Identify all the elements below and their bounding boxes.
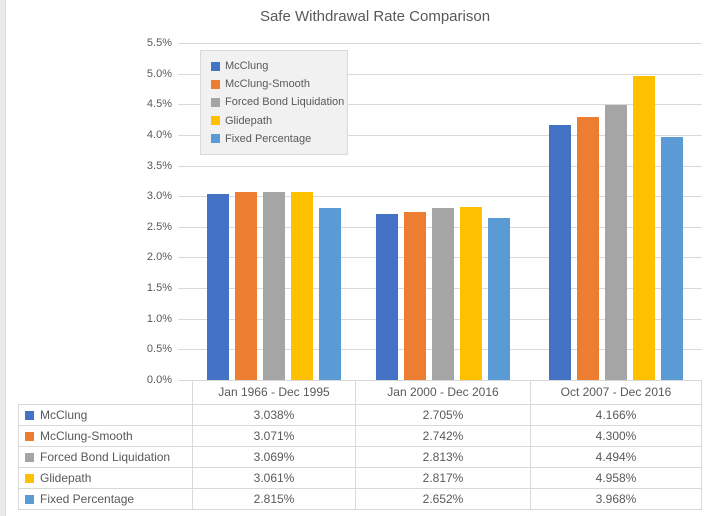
legend-item-mcclung-smooth[interactable]: McClung-Smooth xyxy=(211,78,345,90)
table-value-cell: 3.968% xyxy=(530,489,702,510)
gridline xyxy=(178,196,702,197)
table-row-label: Forced Bond Liquidation xyxy=(18,447,192,468)
chart-title: Safe Withdrawal Rate Comparison xyxy=(259,8,491,25)
bar-glidepath[interactable] xyxy=(290,192,313,380)
bar-fixed-percentage[interactable] xyxy=(487,218,510,380)
legend-item-fixed-percentage[interactable]: Fixed Percentage xyxy=(211,133,345,145)
bar-glidepath[interactable] xyxy=(459,207,482,380)
legend-item-mcclung[interactable]: McClung xyxy=(211,60,345,72)
bar-mcclung-smooth[interactable] xyxy=(577,117,599,380)
category-header-oct-2007-dec-2016: Oct 2007 - Dec 2016 xyxy=(530,380,702,405)
y-axis-tick-label: 4.5% xyxy=(146,98,172,111)
table-value-cell: 4.958% xyxy=(530,468,702,489)
bar-mcclung-smooth[interactable] xyxy=(403,212,426,380)
series-swatch-icon xyxy=(25,473,34,483)
y-axis-tick-label: 5.0% xyxy=(146,67,172,80)
bar-forced-bond-liquidation[interactable] xyxy=(262,192,285,380)
window-edge-strip xyxy=(0,0,6,516)
table-value-cell: 2.705% xyxy=(355,405,530,426)
table-value-cell: 2.652% xyxy=(355,489,530,510)
bar-group-jan-2000-dec-2016 xyxy=(355,43,530,380)
y-axis-tick-label: 1.0% xyxy=(146,312,172,325)
table-value-cell: 3.038% xyxy=(192,405,355,426)
data-table: Jan 1966 - Dec 1995 Jan 2000 - Dec 2016 Oc… xyxy=(18,380,702,510)
series-swatch-icon xyxy=(25,431,34,441)
gridline xyxy=(178,104,702,105)
table-value-cell: 2.742% xyxy=(355,426,530,447)
legend-label: Fixed Percentage xyxy=(225,132,312,145)
bar-forced-bond-liquidation[interactable] xyxy=(431,208,454,380)
bar-fixed-percentage[interactable] xyxy=(661,137,683,380)
table-value-cell: 2.813% xyxy=(355,447,530,468)
bar-group-oct-2007-dec-2016 xyxy=(530,43,702,380)
gridline xyxy=(178,135,702,136)
gridline xyxy=(178,74,702,75)
gridline xyxy=(178,166,702,167)
table-row-mcclung-smooth: McClung-Smooth 3.071% 2.742% 4.300% xyxy=(18,426,702,447)
legend-swatch-icon xyxy=(211,97,220,107)
bar-mcclung[interactable] xyxy=(206,194,229,380)
table-value-cell: 3.061% xyxy=(192,468,355,489)
legend-label: McClung-Smooth xyxy=(225,78,310,91)
legend[interactable]: McClung McClung-Smooth Forced Bond Liquida… xyxy=(200,50,348,155)
bar-mcclung[interactable] xyxy=(375,214,398,380)
series-name: Forced Bond Liquidation xyxy=(40,450,171,464)
table-value-cell: 4.166% xyxy=(530,405,702,426)
legend-swatch-icon xyxy=(211,79,220,89)
table-row-mcclung: McClung 3.038% 2.705% 4.166% xyxy=(18,405,702,426)
legend-label: McClung xyxy=(225,60,269,73)
bar-fixed-percentage[interactable] xyxy=(318,208,341,380)
series-name: Glidepath xyxy=(40,471,92,485)
bar-glidepath[interactable] xyxy=(633,76,655,380)
table-corner-cell xyxy=(18,380,192,405)
gridline xyxy=(178,380,702,381)
table-row-label: McClung xyxy=(18,405,192,426)
table-value-cell: 4.494% xyxy=(530,447,702,468)
plot-area xyxy=(178,43,702,381)
bar-group-jan-1966-dec-1995 xyxy=(192,43,355,380)
series-name: McClung xyxy=(40,408,88,422)
table-row-label: Glidepath xyxy=(18,468,192,489)
table-value-cell: 3.069% xyxy=(192,447,355,468)
legend-item-glidepath[interactable]: Glidepath xyxy=(211,115,345,127)
series-name: McClung-Smooth xyxy=(40,429,133,443)
legend-swatch-icon xyxy=(211,134,220,144)
legend-label: Forced Bond Liquidation xyxy=(225,96,345,109)
y-axis-tick-label: 3.5% xyxy=(146,159,172,172)
y-axis-tick-label: 2.5% xyxy=(146,220,172,233)
y-axis-tick-label: 2.0% xyxy=(146,251,172,264)
table-row-forced-bond-liquidation: Forced Bond Liquidation 3.069% 2.813% 4.494… xyxy=(18,447,702,468)
y-axis-tick-label: 0.5% xyxy=(146,343,172,356)
bar-forced-bond-liquidation[interactable] xyxy=(605,105,627,380)
y-axis-tick-label: 1.5% xyxy=(146,282,172,295)
y-axis-tick-label: 5.5% xyxy=(146,37,172,49)
y-axis-tick-label: 4.0% xyxy=(146,128,172,141)
table-value-cell: 2.815% xyxy=(192,489,355,510)
category-header-jan-2000-dec-2016: Jan 2000 - Dec 2016 xyxy=(355,380,530,405)
series-swatch-icon xyxy=(25,410,34,420)
legend-swatch-icon xyxy=(211,61,220,71)
table-value-cell: 3.071% xyxy=(192,426,355,447)
legend-item-forced-bond-liquidation[interactable]: Forced Bond Liquidation xyxy=(211,96,345,108)
category-header-jan-1966-dec-1995: Jan 1966 - Dec 1995 xyxy=(192,380,355,405)
table-value-cell: 2.817% xyxy=(355,468,530,489)
series-swatch-icon xyxy=(25,494,34,504)
series-name: Fixed Percentage xyxy=(40,492,135,506)
bar-mcclung[interactable] xyxy=(549,125,571,380)
legend-swatch-icon xyxy=(211,116,220,126)
table-header-row: Jan 1966 - Dec 1995 Jan 2000 - Dec 2016 Oc… xyxy=(18,380,702,405)
series-swatch-icon xyxy=(25,452,34,462)
gridline xyxy=(178,43,702,44)
table-value-cell: 4.300% xyxy=(530,426,702,447)
y-axis-tick-label: 3.0% xyxy=(146,190,172,203)
table-row-fixed-percentage: Fixed Percentage 2.815% 2.652% 3.968% xyxy=(18,489,702,510)
table-row-glidepath: Glidepath 3.061% 2.817% 4.958% xyxy=(18,468,702,489)
table-row-label: McClung-Smooth xyxy=(18,426,192,447)
bar-mcclung-smooth[interactable] xyxy=(234,192,257,380)
table-row-label: Fixed Percentage xyxy=(18,489,192,510)
legend-label: Glidepath xyxy=(225,114,273,127)
bars-row xyxy=(192,43,702,380)
